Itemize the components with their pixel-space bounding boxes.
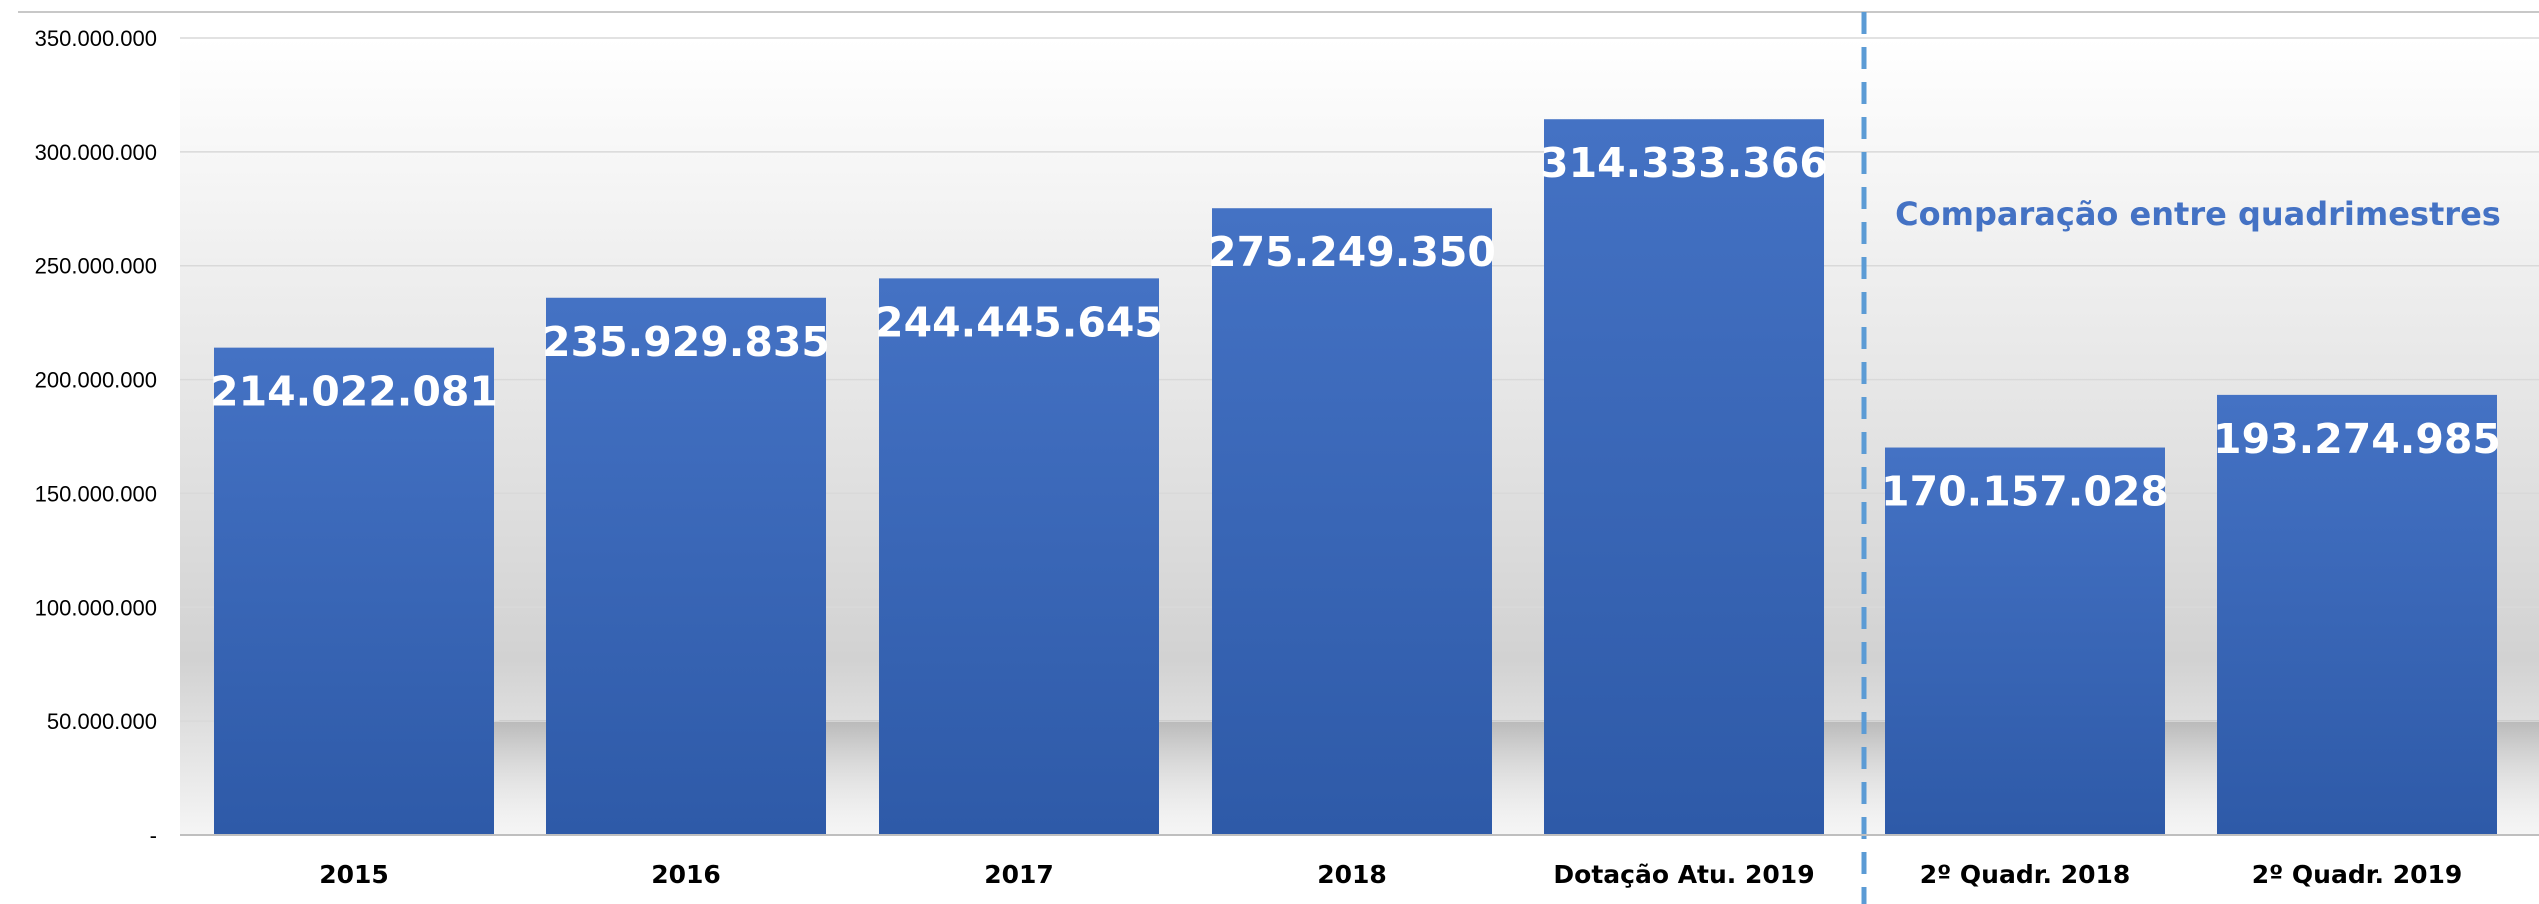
y-tick-label: 50.000.000 [47, 709, 157, 734]
bar [879, 278, 1159, 836]
x-tick-label: 2016 [651, 860, 721, 889]
bar [546, 297, 826, 836]
y-tick-label: 100.000.000 [35, 595, 157, 620]
bar [1544, 119, 1824, 835]
y-tick-label: 350.000.000 [35, 26, 157, 51]
data-label: 193.274.985 [2213, 415, 2501, 463]
x-tick-label: Dotação Atu. 2019 [1553, 860, 1814, 889]
data-label: 314.333.366 [1540, 139, 1828, 187]
data-label: 244.445.645 [875, 298, 1163, 346]
data-label: 235.929.835 [542, 318, 830, 366]
data-label: 214.022.081 [210, 368, 498, 416]
data-label: 275.249.350 [1208, 228, 1496, 276]
bar [2217, 394, 2497, 835]
y-tick-label: 250.000.000 [35, 254, 157, 279]
bar [1885, 447, 2165, 835]
y-tick-label: 300.000.000 [35, 140, 157, 165]
y-tick-label: 200.000.000 [35, 368, 157, 393]
bars [214, 119, 2497, 836]
data-label: 170.157.028 [1881, 468, 2169, 516]
data-labels: 214.022.081 235.929.835 244.445.645 275.249… [210, 139, 2501, 515]
frame-top-line [18, 11, 2539, 13]
y-tick-label: - [150, 823, 157, 848]
x-tick-label: 2º Quadr. 2018 [1920, 860, 2131, 889]
y-tick-label: 150.000.000 [35, 481, 157, 506]
x-tick-label: 2018 [1317, 860, 1387, 889]
y-axis-ticks: - 50.000.000 100.000.000 150.000.000 200.000… [35, 26, 157, 848]
bar [1212, 208, 1492, 836]
bar [214, 347, 494, 835]
x-axis-ticks: 2015 2016 2017 2018 Dotação Atu. 2019 2º Quad… [319, 860, 2462, 889]
x-tick-label: 2015 [319, 860, 389, 889]
annotation-text: Comparação entre quadrimestres [1895, 195, 2501, 233]
x-tick-label: 2017 [984, 860, 1054, 889]
x-tick-label: 2º Quadr. 2019 [2252, 860, 2463, 889]
